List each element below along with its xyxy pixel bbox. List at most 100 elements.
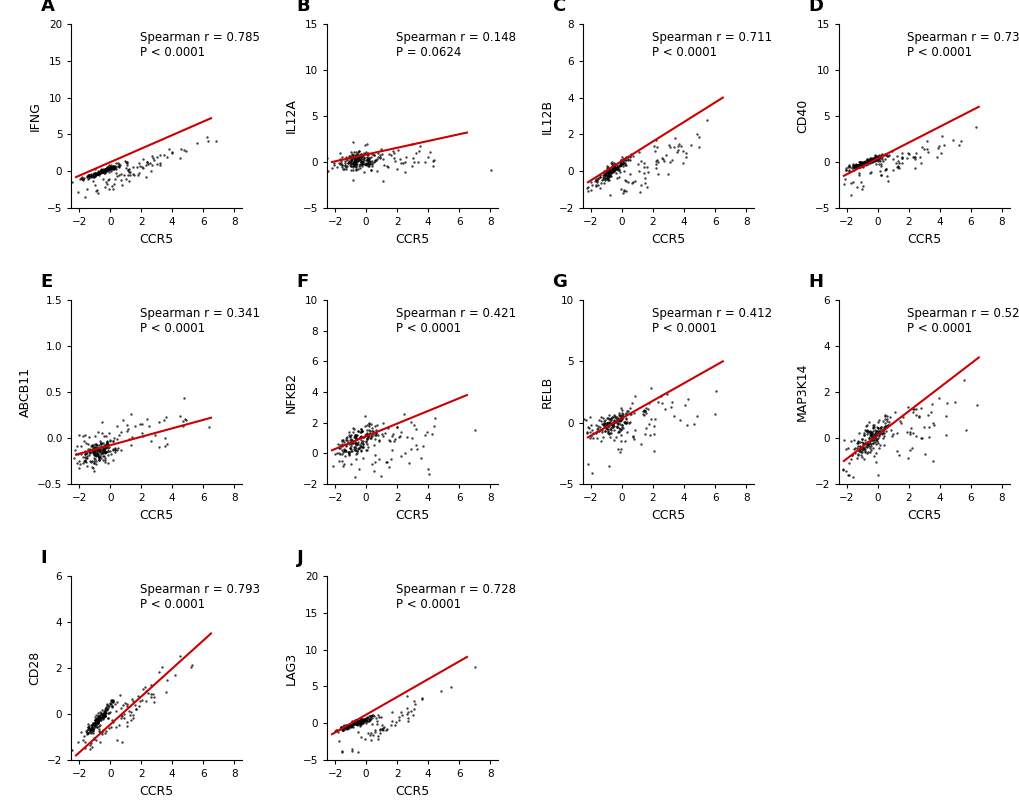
- Point: [856, 155, 872, 168]
- Point: [93, 451, 109, 464]
- Point: [85, 445, 101, 458]
- Point: [680, 393, 696, 406]
- Point: [600, 417, 616, 430]
- Point: [76, 429, 93, 442]
- Point: [352, 430, 368, 443]
- Point: [330, 446, 346, 459]
- Point: [645, 419, 661, 432]
- Point: [467, 661, 483, 674]
- Point: [849, 160, 865, 173]
- Point: [99, 699, 115, 712]
- Point: [112, 159, 128, 172]
- Point: [84, 170, 100, 183]
- Point: [347, 163, 364, 176]
- Point: [96, 430, 112, 442]
- Point: [957, 424, 973, 437]
- Point: [399, 705, 416, 718]
- Point: [862, 444, 878, 457]
- Point: [345, 718, 362, 730]
- Point: [578, 425, 594, 438]
- Point: [604, 166, 621, 178]
- Point: [900, 400, 916, 413]
- Point: [100, 164, 116, 177]
- Point: [842, 188, 858, 201]
- Point: [76, 730, 93, 742]
- Point: [931, 146, 948, 159]
- Point: [613, 410, 630, 422]
- Point: [865, 429, 881, 442]
- Point: [86, 448, 102, 461]
- Point: [353, 716, 369, 729]
- Point: [346, 444, 363, 457]
- Point: [96, 443, 112, 456]
- Point: [353, 716, 369, 729]
- Point: [350, 717, 366, 730]
- Point: [207, 135, 223, 148]
- Point: [380, 461, 396, 474]
- Point: [614, 155, 631, 168]
- Point: [893, 150, 909, 163]
- Point: [342, 156, 359, 169]
- Point: [338, 719, 355, 732]
- Point: [613, 158, 630, 170]
- Point: [341, 426, 358, 438]
- Point: [123, 408, 140, 421]
- Point: [863, 434, 879, 446]
- Point: [87, 732, 103, 745]
- Point: [860, 154, 876, 166]
- Point: [78, 450, 95, 462]
- Point: [871, 169, 888, 182]
- Point: [78, 725, 95, 738]
- Point: [858, 439, 874, 452]
- Point: [860, 154, 876, 167]
- Point: [601, 416, 618, 429]
- Point: [599, 422, 615, 435]
- Point: [189, 137, 205, 150]
- Point: [379, 422, 395, 434]
- Point: [366, 148, 382, 161]
- Point: [339, 720, 356, 733]
- Point: [614, 408, 631, 421]
- Point: [342, 719, 359, 732]
- Point: [611, 446, 628, 458]
- Point: [601, 166, 618, 178]
- Point: [378, 724, 394, 737]
- Point: [201, 420, 217, 433]
- Point: [597, 166, 613, 178]
- Point: [593, 418, 609, 430]
- Point: [873, 427, 890, 440]
- Point: [646, 412, 662, 425]
- Point: [158, 411, 174, 424]
- Point: [87, 441, 103, 454]
- Point: [108, 157, 124, 170]
- Point: [84, 718, 100, 731]
- Point: [340, 447, 357, 460]
- Point: [873, 153, 890, 166]
- Point: [912, 402, 928, 414]
- Point: [388, 421, 405, 434]
- Point: [331, 442, 347, 454]
- Point: [112, 711, 128, 724]
- Point: [592, 415, 608, 428]
- Point: [359, 430, 375, 442]
- Point: [366, 419, 382, 432]
- Point: [324, 162, 340, 174]
- Point: [663, 154, 680, 167]
- Point: [79, 437, 96, 450]
- Point: [859, 158, 875, 170]
- Point: [601, 166, 618, 178]
- Point: [579, 181, 595, 194]
- Point: [420, 150, 436, 163]
- Point: [843, 435, 859, 448]
- Point: [73, 726, 90, 738]
- Point: [616, 154, 633, 166]
- Point: [359, 148, 375, 161]
- Point: [341, 442, 358, 454]
- Point: [92, 718, 108, 731]
- Point: [89, 167, 105, 180]
- Point: [390, 714, 407, 726]
- Point: [133, 418, 150, 430]
- Point: [600, 417, 616, 430]
- Point: [340, 446, 357, 458]
- Point: [927, 150, 944, 163]
